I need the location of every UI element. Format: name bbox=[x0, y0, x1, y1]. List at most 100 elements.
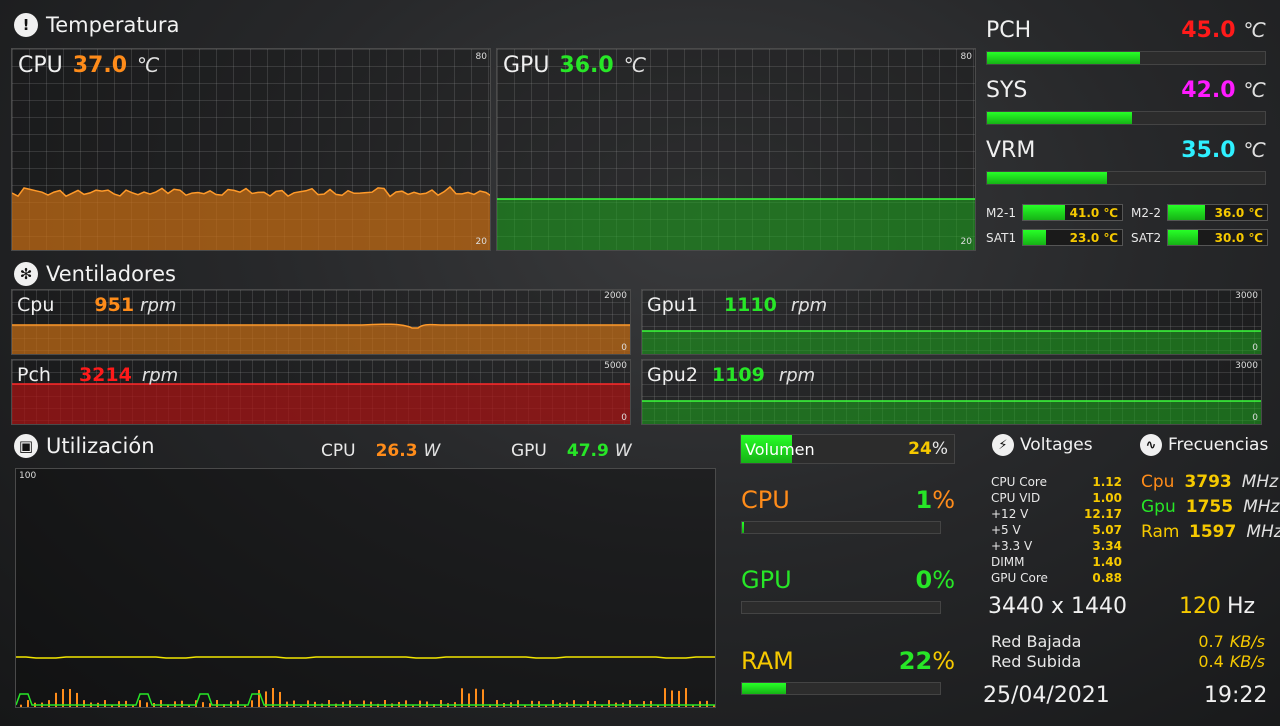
drive-value: 23.0 ℃ bbox=[1069, 231, 1118, 245]
cpu-load-bar-mark bbox=[608, 700, 610, 707]
cpu-load-bar bbox=[741, 521, 941, 534]
cpu-load-bar-mark bbox=[713, 705, 715, 707]
utilizacion-title: ▣ Utilización bbox=[14, 434, 155, 458]
display-refresh: 120 Hz bbox=[1179, 594, 1255, 619]
cpu-load-bar-mark bbox=[146, 702, 148, 707]
pch-fan-graph: Pch 3214 rpm 5000 0 bbox=[11, 359, 631, 425]
ram-load-bar-fill bbox=[742, 683, 786, 694]
drive-bar-fill bbox=[1023, 230, 1046, 245]
sys-unit: ℃ bbox=[1243, 78, 1266, 102]
gpu2-fan-scale-min: 0 bbox=[1252, 413, 1258, 423]
network-down: Red Bajada 0.7 KB/s bbox=[991, 632, 1265, 651]
cpu-load-bar-mark bbox=[230, 701, 232, 707]
cpu-load-bar-mark bbox=[27, 700, 29, 707]
cpu-power-unit: W bbox=[423, 441, 441, 461]
cpu-load-value: 1 bbox=[915, 486, 933, 514]
volume-bar-fill bbox=[741, 435, 793, 463]
gpu2-fan-svg bbox=[642, 400, 1261, 424]
cpu-load-bar-mark bbox=[363, 700, 365, 707]
network-up: Red Subida 0.4 KB/s bbox=[991, 652, 1265, 671]
cpu-temp-scale-max: 80 bbox=[475, 52, 487, 62]
pch-bar bbox=[986, 51, 1266, 65]
voltage-row: DIMM 1.40 bbox=[991, 555, 1122, 569]
cpu-temp-graph-svg bbox=[12, 185, 490, 250]
cpu-load-bar-mark bbox=[657, 705, 659, 707]
gpu-temp-graph-svg bbox=[497, 198, 975, 250]
cpu-temp-unit: ℃ bbox=[137, 53, 160, 77]
frecuencias-title: ∿ Frecuencias bbox=[1140, 434, 1268, 456]
cpu-load-bar-mark bbox=[706, 700, 708, 707]
cpu-load-bar-mark bbox=[405, 700, 407, 707]
voltage-row: +12 V 12.17 bbox=[991, 507, 1122, 521]
drive-label: M2-1 bbox=[986, 205, 1016, 220]
gpu-load-pct: % bbox=[932, 566, 955, 594]
gpu-power-unit: W bbox=[614, 441, 632, 461]
cpu-load-bar-mark bbox=[601, 704, 603, 707]
gpu1-fan-scale-min: 0 bbox=[1252, 343, 1258, 353]
clock-date: 25/04/2021 bbox=[983, 683, 1110, 708]
pch-fan-label: Pch bbox=[17, 364, 51, 386]
voltage-row: +3.3 V 3.34 bbox=[991, 539, 1122, 553]
cpu-fan-svg bbox=[12, 323, 630, 354]
ram-load-value: 22 bbox=[898, 647, 933, 675]
gpu2-fan-unit: rpm bbox=[778, 365, 816, 386]
cpu-fan-line bbox=[12, 323, 630, 329]
pch-temp: PCH 45.0 ℃ bbox=[986, 18, 1266, 43]
cpu-load-bar-fill bbox=[742, 522, 744, 533]
cpu-load-label: CPU bbox=[741, 486, 790, 514]
ram-load: RAM 22% bbox=[741, 647, 955, 675]
cpu-load-bar-mark bbox=[468, 693, 470, 707]
cpu-load-bar-mark bbox=[475, 688, 477, 707]
cpu-load-bar-mark bbox=[412, 705, 414, 707]
sys-label: SYS bbox=[986, 78, 1028, 103]
cpu-load-bar-mark bbox=[104, 700, 106, 707]
pch-unit: ℃ bbox=[1243, 18, 1266, 42]
pch-bar-fill bbox=[987, 52, 1140, 64]
sys-bar-fill bbox=[987, 112, 1132, 124]
gpu1-fan-graph: Gpu1 1110 rpm 3000 0 bbox=[641, 289, 1262, 355]
cpu-load-bar-mark bbox=[517, 700, 519, 707]
vrm-label: VRM bbox=[986, 138, 1036, 163]
cpu-power-label: CPU bbox=[321, 441, 356, 461]
cpu-load-bar-mark bbox=[699, 701, 701, 707]
cpu-load-bar-mark bbox=[384, 700, 386, 707]
cpu-load-bar-mark bbox=[426, 701, 428, 707]
cpu-load-bar-mark bbox=[69, 688, 71, 707]
gpu2-fan-graph: Gpu2 1109 rpm 3000 0 bbox=[641, 359, 1262, 425]
frequency-row: Gpu 1755 MHz bbox=[1141, 497, 1280, 517]
cpu-temp-line bbox=[12, 185, 490, 198]
network-down-unit: KB/s bbox=[1229, 632, 1265, 651]
cpu-load: CPU 1% bbox=[741, 486, 955, 514]
cpu-power-value: 26.3 bbox=[375, 441, 418, 461]
cpu-load-bar-mark bbox=[258, 689, 260, 707]
cpu-temp-area bbox=[12, 186, 490, 250]
cpu-load-bar-mark bbox=[678, 690, 680, 707]
utilization-ram-line bbox=[16, 656, 715, 659]
cpu-load-bar-mark bbox=[594, 701, 596, 707]
cpu-load-bar-mark bbox=[55, 692, 57, 707]
cpu-load-bar-mark bbox=[538, 701, 540, 707]
drive-value: 41.0 ℃ bbox=[1069, 206, 1118, 220]
cpu-load-bar-mark bbox=[496, 700, 498, 707]
gpu-temp-value: 36.0 bbox=[559, 53, 614, 78]
drive-bar-fill bbox=[1168, 205, 1205, 220]
volume-bar[interactable]: Volumen 24% bbox=[740, 434, 955, 464]
network-up-unit: KB/s bbox=[1229, 652, 1265, 671]
volume-pct: % bbox=[931, 439, 948, 459]
volume-value: 24 bbox=[908, 439, 932, 459]
cpu-fan-label: Cpu bbox=[17, 294, 55, 316]
cpu-fan-graph: Cpu 951 rpm 2000 0 bbox=[11, 289, 631, 355]
cpu-load-bar-mark bbox=[244, 705, 246, 707]
drive-bar: 30.0 ℃ bbox=[1167, 229, 1268, 246]
voltage-row: GPU Core 0.88 bbox=[991, 571, 1122, 585]
utilization-graph-svg bbox=[16, 656, 715, 707]
pch-fan-svg bbox=[12, 383, 630, 424]
gpu-power-label: GPU bbox=[511, 441, 547, 461]
cpu-load-bar-mark bbox=[48, 700, 50, 707]
volume-value-wrap: 24% bbox=[908, 439, 948, 459]
cpu-load-bar-mark bbox=[671, 690, 673, 707]
frequency-row: Cpu 3793 MHz bbox=[1141, 472, 1279, 492]
cpu-load-bar-mark bbox=[524, 705, 526, 707]
vrm-unit: ℃ bbox=[1243, 138, 1266, 162]
gpu1-fan-value: 1110 bbox=[723, 294, 777, 316]
